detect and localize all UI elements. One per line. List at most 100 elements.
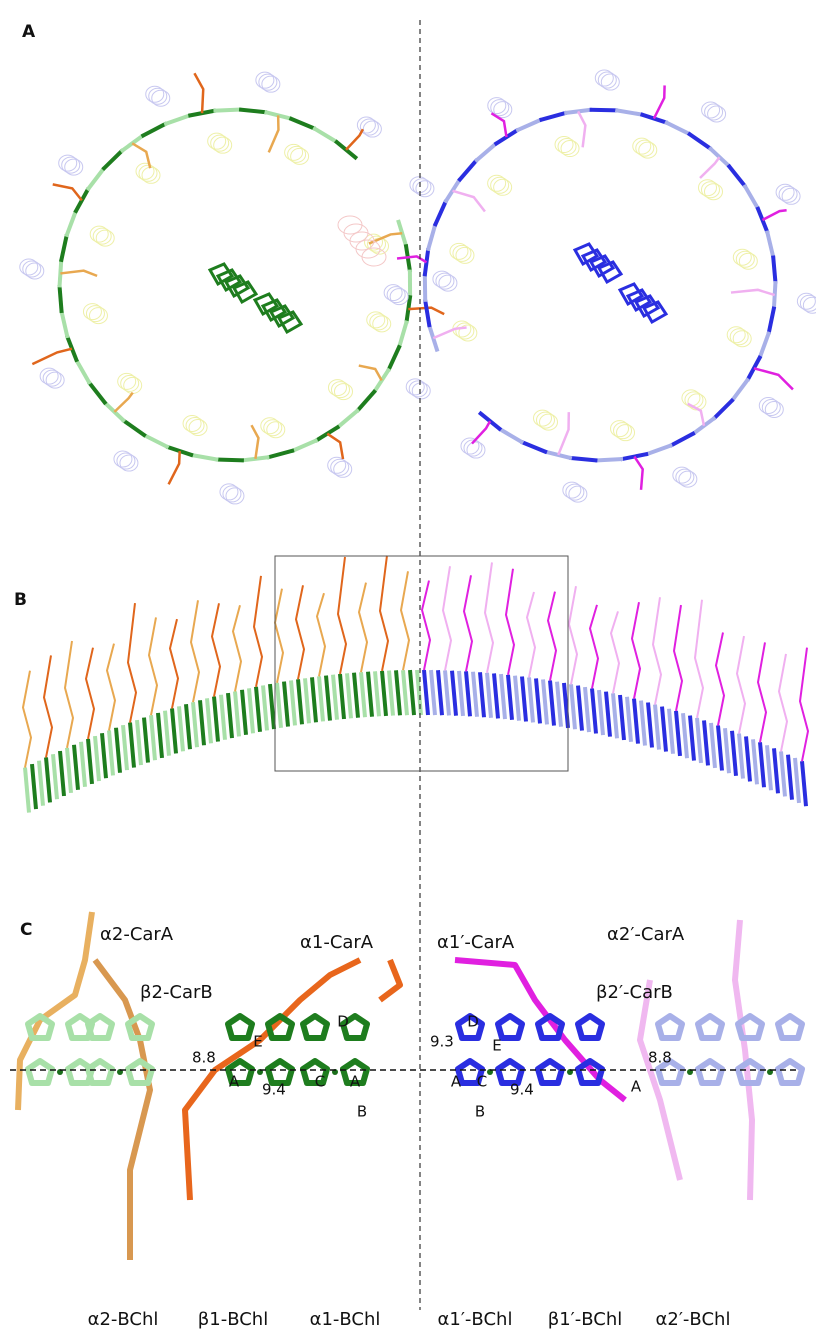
helix [490, 99, 510, 117]
helix [758, 397, 778, 415]
helix [138, 164, 158, 182]
bchl [597, 689, 605, 736]
helix [613, 422, 633, 440]
carotenoid [420, 580, 432, 671]
bchl-core [252, 292, 280, 317]
helix [25, 262, 45, 280]
carotenoid [42, 655, 54, 758]
pyrrole [300, 1013, 330, 1041]
pyrrole [340, 1013, 370, 1041]
bchl [387, 670, 395, 716]
bchl [493, 127, 520, 147]
carotenoid [252, 575, 264, 688]
bchl [758, 742, 766, 788]
carotenoid [454, 957, 627, 1103]
helix [120, 374, 140, 392]
helix [61, 156, 81, 174]
helix [19, 258, 39, 276]
helix [432, 270, 452, 288]
helix [568, 485, 588, 503]
bchl [569, 455, 598, 463]
pyrrole [535, 1058, 565, 1086]
helix [802, 296, 816, 314]
carotenoid [735, 635, 747, 734]
helix [408, 380, 428, 398]
bchl [436, 670, 444, 716]
bchl [779, 751, 787, 797]
carotenoid [378, 958, 403, 1003]
bchl [730, 377, 751, 403]
bchl [247, 688, 255, 734]
bchl [686, 131, 713, 151]
bchl-label: β1′-BChl [548, 1309, 623, 1330]
carotenoid [471, 420, 492, 445]
helix [732, 330, 752, 348]
carotenoid [557, 412, 571, 456]
carotenoid [483, 562, 495, 674]
helix [452, 244, 472, 262]
carotenoid [250, 424, 260, 459]
ring-label: A [350, 1073, 361, 1091]
helix [261, 75, 281, 93]
helix [364, 233, 384, 251]
carotenoid [761, 209, 787, 222]
helix [284, 143, 304, 161]
bchl-core [572, 242, 600, 267]
carotenoid [714, 632, 726, 726]
bchl [425, 223, 438, 252]
bchl [58, 750, 66, 797]
helix [383, 284, 403, 302]
bchl [590, 688, 598, 734]
bchl [653, 704, 661, 750]
pyrrole [340, 1058, 370, 1086]
carotenoid [126, 603, 138, 723]
pyrrole [455, 1013, 485, 1041]
helix [729, 328, 749, 346]
carotenoid [432, 326, 467, 340]
helix [735, 250, 755, 268]
helix [210, 134, 230, 152]
ring-label: A [631, 1078, 642, 1096]
bchl [681, 713, 689, 759]
carotenoid [336, 556, 348, 675]
pyrrole [495, 1013, 525, 1041]
pyrrole [655, 1058, 685, 1086]
helix [182, 414, 202, 432]
carotenoid [490, 112, 508, 138]
helix [359, 118, 379, 136]
helix [463, 439, 483, 457]
bchl-core [617, 282, 645, 307]
carotenoid [798, 647, 810, 762]
carotenoid [357, 582, 369, 673]
bchl [669, 431, 696, 448]
carotenoid [396, 255, 428, 264]
helix [263, 419, 283, 437]
bchl [443, 670, 451, 716]
bchl [771, 255, 778, 284]
carotenoid [408, 306, 445, 316]
bchl-label: α1-BChl [310, 1309, 381, 1330]
ring-label: B [357, 1103, 367, 1121]
bchl [355, 388, 377, 413]
carotenoid [231, 604, 243, 692]
carotenoid [315, 592, 327, 677]
helix [266, 421, 286, 439]
bchl [562, 682, 570, 729]
pyrrole [695, 1058, 725, 1086]
bchl [86, 738, 94, 785]
helix [781, 187, 801, 205]
helix [775, 183, 795, 201]
bchl [135, 719, 143, 766]
helix [560, 140, 580, 158]
panel-label: A [22, 22, 36, 42]
helix [22, 260, 42, 278]
bchl [156, 712, 164, 759]
helix [367, 235, 387, 253]
helix [333, 383, 353, 401]
pyrrole [265, 1013, 295, 1041]
bchl [513, 675, 521, 721]
helix [95, 229, 115, 247]
bchl [394, 670, 402, 716]
bchl [408, 669, 416, 716]
bchl [338, 673, 346, 720]
